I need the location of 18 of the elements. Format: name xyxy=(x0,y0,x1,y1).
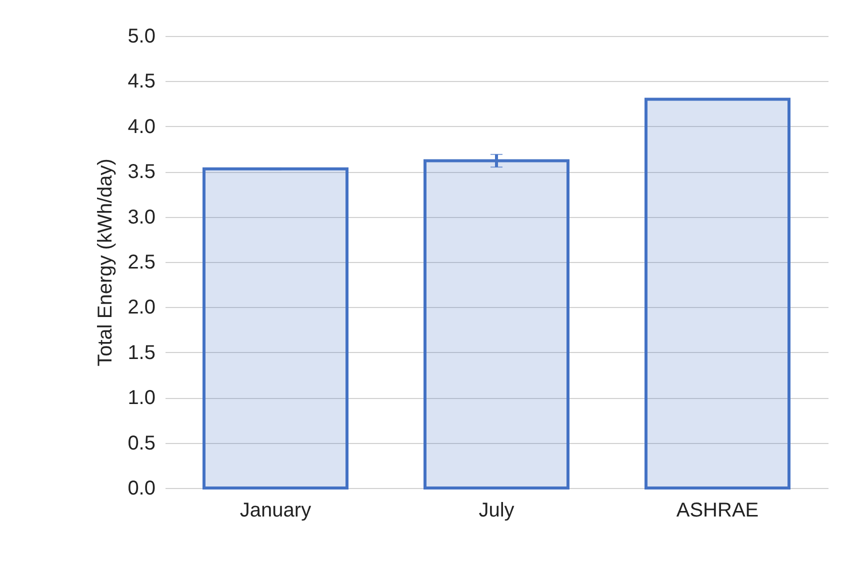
y-tick-label: 5.0 xyxy=(128,26,156,48)
bar xyxy=(202,167,348,490)
bar xyxy=(644,98,790,490)
y-tick-label: 3.5 xyxy=(128,161,156,184)
y-tick-label: 2.0 xyxy=(128,296,156,319)
x-tick-label: ASHRAE xyxy=(676,500,759,522)
bar xyxy=(424,159,570,490)
y-tick-label: 1.5 xyxy=(128,342,156,364)
y-tick-label: 3.0 xyxy=(128,206,156,228)
y-tick-label: 2.5 xyxy=(128,252,156,274)
y-tick-label: 4.5 xyxy=(128,70,156,93)
y-tick-label: 0.5 xyxy=(128,432,156,454)
x-tick-label: July xyxy=(478,500,514,522)
y-tick-label: 4.0 xyxy=(128,116,156,138)
y-tick-label: 0.0 xyxy=(128,478,156,500)
x-tick-label: January xyxy=(240,500,312,522)
y-axis-title: Total Energy (kWh/day) xyxy=(94,158,117,366)
y-tick-label: 1.0 xyxy=(128,387,156,410)
